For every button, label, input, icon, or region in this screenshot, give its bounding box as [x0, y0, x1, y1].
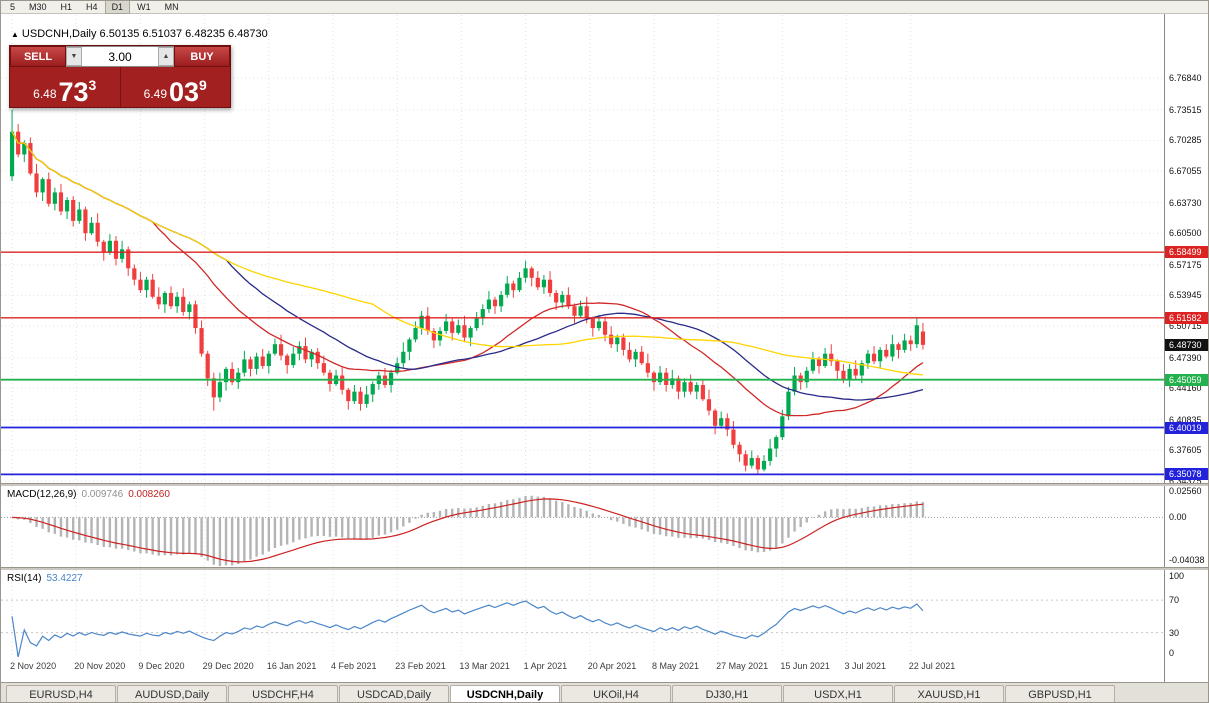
- buy-button[interactable]: BUY: [174, 46, 230, 67]
- rsi-indicator-canvas[interactable]: [1, 570, 1164, 657]
- chart-tab-gbpusd[interactable]: GBPUSD,H1: [1005, 685, 1115, 702]
- price-axis-tick: 6.50715: [1169, 321, 1202, 332]
- rsi-value: 53.4227: [46, 573, 83, 584]
- macd-label: MACD(12,26,9) 0.009746 0.008260: [7, 489, 170, 500]
- date-axis-label: 22 Jul 2021: [908, 661, 956, 671]
- date-axis-label: 13 Mar 2021: [459, 661, 510, 671]
- price-axis-tick: 6.34375: [1169, 476, 1202, 487]
- chart-tab-usdcad[interactable]: USDCAD,Daily: [339, 685, 449, 702]
- price-axis[interactable]: 6.76840 6.73515 6.70285 6.67055 6.63730 6.605…: [1164, 14, 1208, 682]
- date-axis-label: 29 Dec 2020: [202, 661, 254, 671]
- price-level-badge: 6.58499: [1165, 246, 1208, 259]
- timeframe-button-mn[interactable]: MN: [164, 2, 179, 12]
- rsi-axis-tick: 30: [1169, 627, 1180, 638]
- buy-price-sup: 9: [199, 77, 207, 93]
- price-axis-tick: 6.76840: [1169, 73, 1202, 84]
- chart-symbol-label: USDCNH,Daily: [21, 28, 97, 40]
- volume-decrease-button[interactable]: ▼: [66, 47, 82, 66]
- price-axis-tick: 6.40835: [1169, 414, 1202, 425]
- sell-price-prefix: 6.48: [33, 87, 57, 101]
- macd-main-value: 0.009746: [81, 489, 124, 500]
- timeframe-toolbar: 5 M30 H1 H4 D1 W1 MN: [1, 1, 1208, 14]
- buy-price-big: 03: [169, 76, 200, 107]
- price-axis-tick: 6.44160: [1169, 383, 1202, 394]
- macd-axis-tick: -0.04038: [1169, 554, 1205, 565]
- price-axis-tick: 6.53945: [1169, 290, 1202, 301]
- price-level-badge: 6.45059: [1165, 373, 1208, 386]
- macd-axis-tick: 0.02560: [1169, 485, 1202, 496]
- macd-signal-value: 0.008260: [128, 489, 170, 500]
- chart-tab-audusd[interactable]: AUDUSD,Daily: [117, 685, 227, 702]
- date-axis-label: 27 May 2021: [716, 661, 769, 671]
- date-axis-label: 15 Jun 2021: [780, 661, 830, 671]
- volume-control: ▼ ▲: [66, 46, 174, 67]
- rsi-label: RSI(14) 53.4227: [7, 573, 83, 584]
- price-axis-tick: 6.73515: [1169, 104, 1202, 115]
- rsi-axis-tick: 0: [1169, 648, 1175, 658]
- timeframe-button-h1[interactable]: H1: [60, 2, 73, 12]
- timeframe-button-m30[interactable]: M30: [29, 2, 47, 12]
- price-axis-tick: 6.63730: [1169, 197, 1202, 208]
- date-axis-label: 23 Feb 2021: [395, 661, 446, 671]
- sell-price-sup: 3: [88, 77, 97, 93]
- chart-ohlc-values: 6.50135 6.51037 6.48235 6.48730: [99, 28, 268, 40]
- date-axis-label: 9 Dec 2020: [138, 661, 185, 671]
- sell-button[interactable]: SELL: [10, 46, 66, 67]
- macd-name: MACD(12,26,9): [7, 489, 77, 500]
- buy-price-display[interactable]: 6.49 03 9: [119, 67, 231, 107]
- date-axis[interactable]: 2 Nov 2020 20 Nov 2020 9 Dec 2020 29 Dec 20…: [1, 657, 1164, 677]
- price-level-badge: 6.35078: [1165, 468, 1208, 481]
- price-axis-tick: 6.70285: [1169, 135, 1202, 146]
- date-axis-label: 3 Jul 2021: [844, 661, 887, 671]
- chart-title: ▲ USDCNH,Daily 6.50135 6.51037 6.48235 6.…: [11, 28, 268, 40]
- date-axis-label: 2 Nov 2020: [10, 661, 57, 671]
- price-axis-tick: 6.60500: [1169, 228, 1202, 239]
- panel-splitter-macd[interactable]: [1, 483, 1208, 486]
- chart-tab-usdx[interactable]: USDX,H1: [783, 685, 893, 702]
- date-axis-label: 16 Jan 2021: [266, 661, 317, 671]
- price-axis-tick: 6.37605: [1169, 445, 1202, 456]
- price-axis-tick: 6.47390: [1169, 352, 1202, 363]
- timeframe-button-h4[interactable]: H4: [86, 2, 98, 12]
- macd-indicator-canvas[interactable]: [1, 486, 1164, 567]
- date-axis-label: 20 Nov 2020: [74, 661, 126, 671]
- price-axis-tick: 6.57175: [1169, 259, 1202, 270]
- date-axis-label: 1 Apr 2021: [523, 661, 568, 671]
- chart-tab-usdcnh[interactable]: USDCNH,Daily: [450, 685, 560, 702]
- rsi-axis-tick: 100: [1169, 570, 1185, 581]
- chart-tab-eurusd[interactable]: EURUSD,H4: [6, 685, 116, 702]
- chart-tab-bar: EURUSD,H4 AUDUSD,Daily USDCHF,H4 USDCAD,Dai…: [1, 682, 1208, 702]
- date-axis-label: 8 May 2021: [651, 661, 699, 671]
- plot-region: ▲ USDCNH,Daily 6.50135 6.51037 6.48235 6.…: [1, 14, 1164, 682]
- timeframe-button-w1[interactable]: W1: [137, 2, 151, 12]
- chart-tab-dj30[interactable]: DJ30,H1: [672, 685, 782, 702]
- price-axis-tick: 6.67055: [1169, 166, 1202, 177]
- sell-price-display[interactable]: 6.48 73 3: [10, 67, 120, 107]
- date-axis-label: 20 Apr 2021: [587, 661, 637, 671]
- chart-window: ▲ USDCNH,Daily 6.50135 6.51037 6.48235 6.…: [1, 14, 1208, 682]
- rsi-name: RSI(14): [7, 573, 42, 584]
- panel-splitter-rsi[interactable]: [1, 567, 1208, 570]
- price-level-badge: 6.51582: [1165, 311, 1208, 324]
- timeframe-button-5[interactable]: 5: [10, 2, 16, 12]
- sell-price-big: 73: [58, 76, 89, 107]
- chart-symbol-icon: ▲: [11, 30, 19, 39]
- price-chart-canvas[interactable]: [1, 15, 1164, 483]
- price-level-badge: 6.40019: [1165, 421, 1208, 434]
- chart-tab-xauusd[interactable]: XAUUSD,H1: [894, 685, 1004, 702]
- chart-tab-usdchf[interactable]: USDCHF,H4: [228, 685, 338, 702]
- rsi-axis-tick: 70: [1169, 595, 1180, 606]
- volume-input[interactable]: [82, 47, 158, 66]
- timeframe-button-d1[interactable]: D1: [104, 1, 131, 14]
- volume-increase-button[interactable]: ▲: [158, 47, 174, 66]
- chart-tab-ukoil[interactable]: UKOil,H4: [561, 685, 671, 702]
- current-price-badge: 6.48730: [1165, 338, 1208, 351]
- date-axis-label: 4 Feb 2021: [331, 661, 377, 671]
- buy-price-prefix: 6.49: [143, 87, 167, 101]
- macd-axis-tick: 0.00: [1169, 512, 1187, 523]
